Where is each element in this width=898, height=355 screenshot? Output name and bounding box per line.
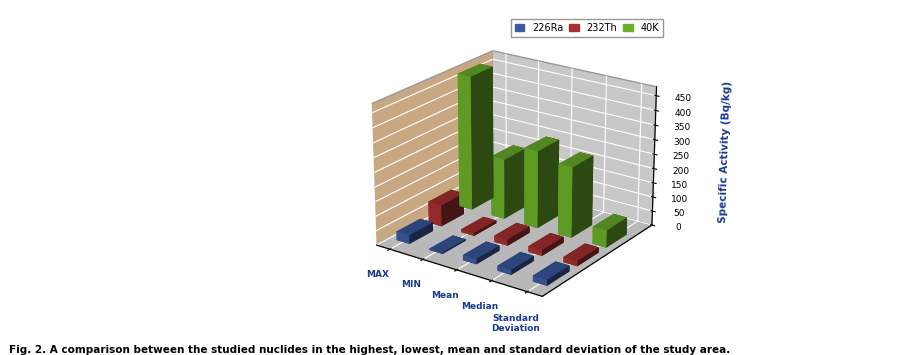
Text: Fig. 2. A comparison between the studied nuclides in the highest, lowest, mean a: Fig. 2. A comparison between the studied… — [9, 345, 730, 355]
Legend: 226Ra, 232Th, 40K: 226Ra, 232Th, 40K — [511, 19, 664, 37]
